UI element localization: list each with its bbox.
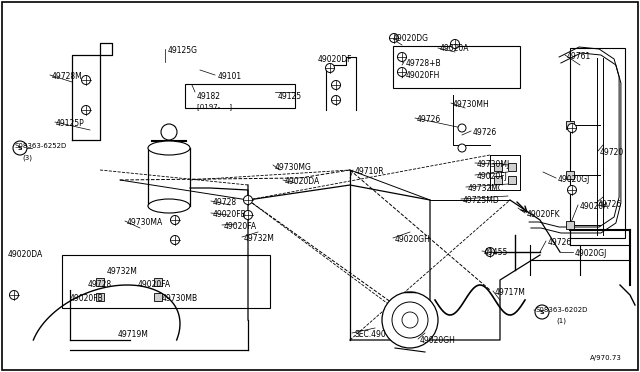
Text: 49020FB: 49020FB bbox=[70, 294, 104, 303]
Bar bbox=[494, 176, 502, 184]
Circle shape bbox=[332, 80, 340, 90]
Circle shape bbox=[326, 64, 335, 73]
Text: 49732M: 49732M bbox=[244, 234, 275, 243]
Bar bbox=[566, 121, 574, 129]
Circle shape bbox=[382, 292, 438, 348]
Text: 49020GJ: 49020GJ bbox=[558, 175, 590, 184]
Text: 49020GJ: 49020GJ bbox=[575, 249, 607, 258]
Circle shape bbox=[10, 291, 19, 299]
Text: 49020FA: 49020FA bbox=[138, 280, 171, 289]
Text: 49020FK: 49020FK bbox=[527, 210, 561, 219]
Circle shape bbox=[170, 235, 179, 244]
Text: S08363-6202D: S08363-6202D bbox=[536, 307, 588, 313]
Text: 49101: 49101 bbox=[218, 72, 242, 81]
Text: 49728: 49728 bbox=[88, 280, 112, 289]
Bar bbox=[566, 221, 574, 229]
Text: 49020DA: 49020DA bbox=[8, 250, 44, 259]
Text: 49020A: 49020A bbox=[580, 202, 609, 211]
Text: 49728: 49728 bbox=[213, 198, 237, 207]
Text: 49726: 49726 bbox=[548, 238, 572, 247]
Text: 49726: 49726 bbox=[598, 200, 622, 209]
Circle shape bbox=[535, 305, 549, 319]
Text: S: S bbox=[540, 310, 544, 314]
Text: 49725MD: 49725MD bbox=[463, 196, 500, 205]
Text: 49020DA: 49020DA bbox=[285, 177, 320, 186]
Circle shape bbox=[568, 124, 577, 132]
Text: 49730MG: 49730MG bbox=[275, 163, 312, 172]
Text: 49730MA: 49730MA bbox=[127, 218, 163, 227]
Bar bbox=[508, 163, 516, 171]
Bar bbox=[96, 278, 104, 286]
Bar bbox=[508, 176, 516, 184]
Text: 49182: 49182 bbox=[197, 92, 221, 101]
Bar bbox=[96, 293, 104, 301]
Text: (1): (1) bbox=[556, 318, 566, 324]
Circle shape bbox=[397, 67, 406, 77]
Text: 49710R: 49710R bbox=[355, 167, 385, 176]
Circle shape bbox=[390, 33, 399, 42]
Text: 49020A: 49020A bbox=[440, 44, 470, 53]
Bar bbox=[570, 48, 625, 238]
Text: A/970.73: A/970.73 bbox=[590, 355, 622, 361]
Circle shape bbox=[243, 196, 253, 205]
Text: 49728+B: 49728+B bbox=[406, 59, 442, 68]
Text: 49726: 49726 bbox=[417, 115, 441, 124]
Text: 49720: 49720 bbox=[600, 148, 624, 157]
Text: 49732M: 49732M bbox=[107, 267, 138, 276]
Text: 49020GH: 49020GH bbox=[395, 235, 431, 244]
Text: 49020DF: 49020DF bbox=[318, 55, 353, 64]
Circle shape bbox=[81, 106, 90, 115]
Bar bbox=[185, 84, 295, 108]
Circle shape bbox=[458, 124, 466, 132]
Bar bbox=[393, 46, 520, 88]
Text: 49732MC: 49732MC bbox=[468, 184, 504, 193]
Text: [0197-    ]: [0197- ] bbox=[197, 103, 232, 110]
Text: 49020DG: 49020DG bbox=[393, 34, 429, 43]
Text: 49726: 49726 bbox=[473, 128, 497, 137]
Text: S08363-6252D: S08363-6252D bbox=[14, 143, 67, 149]
Bar bbox=[154, 293, 162, 301]
Circle shape bbox=[402, 312, 418, 328]
Ellipse shape bbox=[148, 199, 190, 213]
Text: 49125P: 49125P bbox=[56, 119, 84, 128]
Circle shape bbox=[458, 144, 466, 152]
Circle shape bbox=[81, 76, 90, 84]
Text: 49719M: 49719M bbox=[118, 330, 149, 339]
Circle shape bbox=[243, 211, 253, 219]
Text: 49020FH: 49020FH bbox=[406, 71, 440, 80]
Text: 49125: 49125 bbox=[278, 92, 302, 101]
Circle shape bbox=[451, 39, 460, 48]
Text: (3): (3) bbox=[22, 154, 32, 160]
Text: 49455: 49455 bbox=[484, 248, 508, 257]
Text: 49020FA: 49020FA bbox=[224, 222, 257, 231]
Text: 49125G: 49125G bbox=[168, 46, 198, 55]
Ellipse shape bbox=[148, 141, 190, 155]
Circle shape bbox=[397, 52, 406, 61]
Text: 49020GH: 49020GH bbox=[420, 336, 456, 345]
Text: 49761: 49761 bbox=[567, 52, 591, 61]
Circle shape bbox=[161, 124, 177, 140]
Text: 49730MH: 49730MH bbox=[453, 100, 490, 109]
Text: 49730MJ: 49730MJ bbox=[477, 160, 510, 169]
Text: 49730MB: 49730MB bbox=[162, 294, 198, 303]
Circle shape bbox=[332, 96, 340, 105]
Text: 49020FB: 49020FB bbox=[213, 210, 247, 219]
Circle shape bbox=[13, 141, 27, 155]
Text: 49020FJ: 49020FJ bbox=[477, 172, 508, 181]
Text: SEC.490: SEC.490 bbox=[355, 330, 387, 339]
Text: 49717M: 49717M bbox=[495, 288, 526, 297]
Circle shape bbox=[486, 247, 495, 257]
Bar bbox=[154, 278, 162, 286]
Bar bbox=[494, 163, 502, 171]
Text: S: S bbox=[18, 145, 22, 151]
Circle shape bbox=[392, 302, 428, 338]
Bar bbox=[62, 255, 270, 308]
Circle shape bbox=[568, 186, 577, 195]
Text: 49728M: 49728M bbox=[52, 72, 83, 81]
Bar bbox=[566, 171, 574, 179]
Circle shape bbox=[170, 215, 179, 224]
